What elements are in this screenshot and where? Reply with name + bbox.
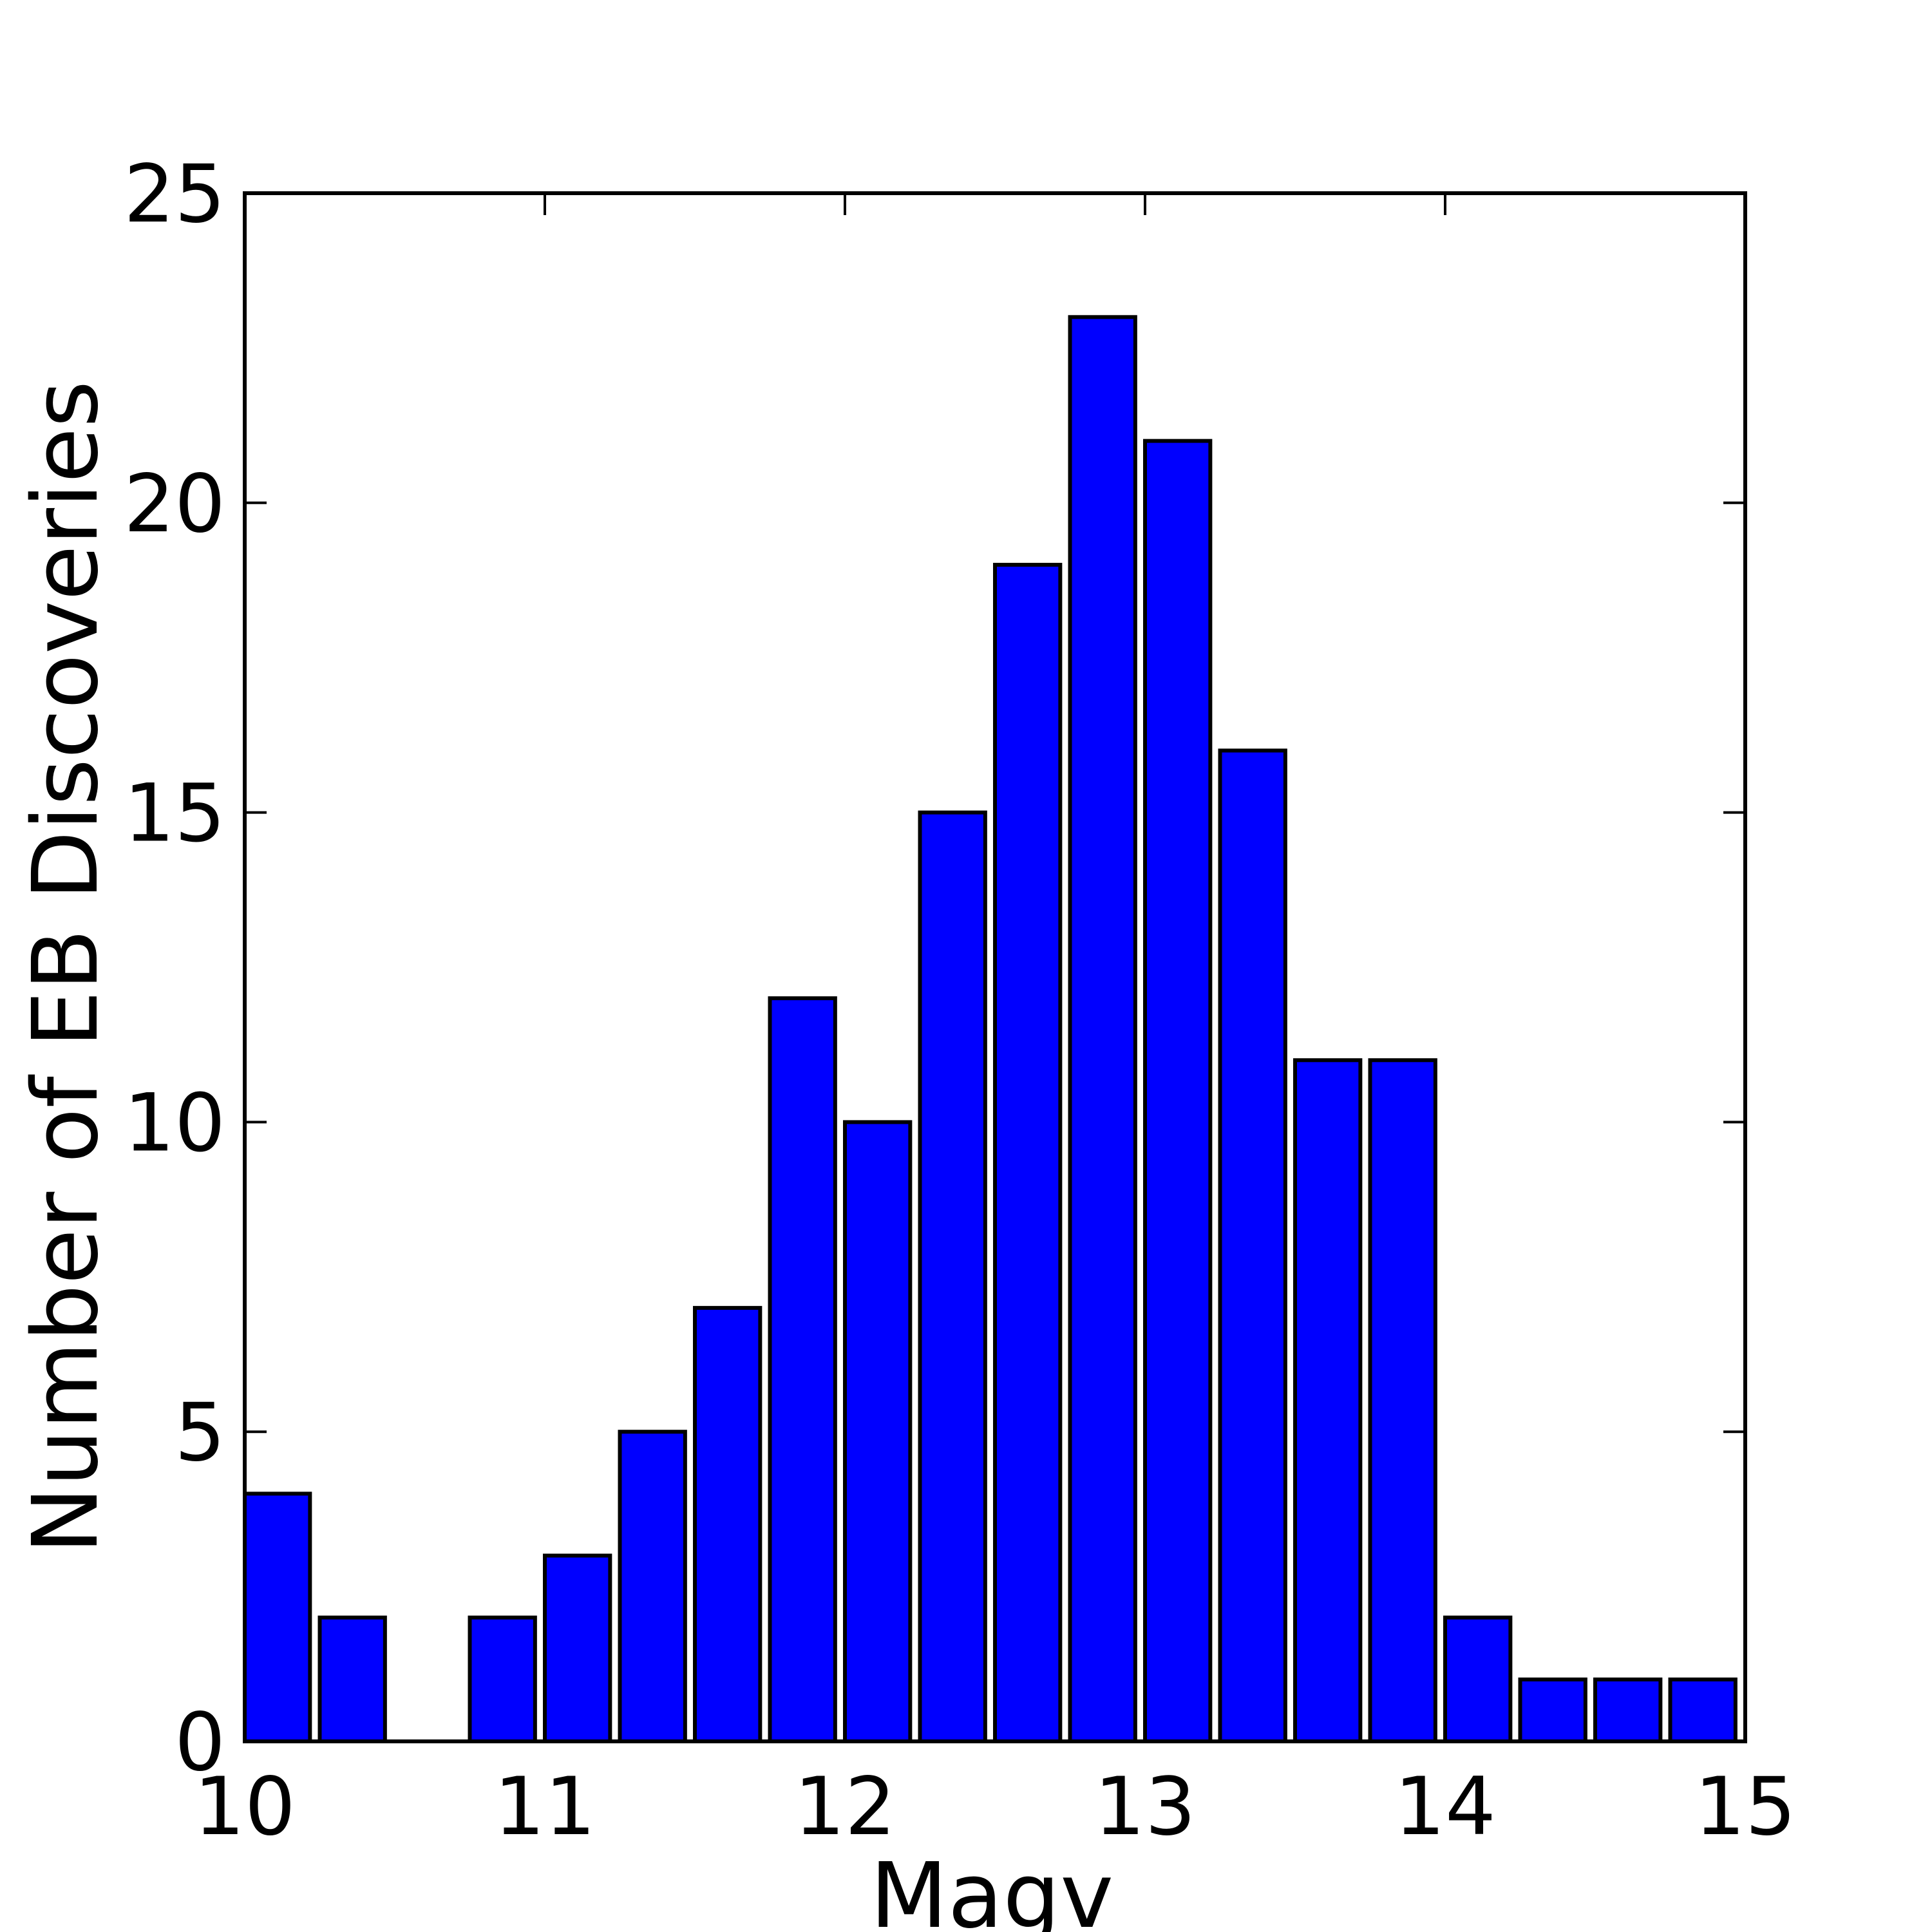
bar: [693, 1305, 762, 1743]
tick-labels: 10 11 12 13 14 15 0 5 10 15 20 25: [124, 148, 1796, 1853]
bar: [768, 996, 837, 1743]
x-tick-label: 12: [794, 1761, 896, 1853]
bar: [317, 1615, 387, 1743]
bar: [843, 1120, 913, 1743]
bar: [1143, 439, 1213, 1743]
bar: [1668, 1677, 1738, 1744]
bar: [1518, 1677, 1587, 1744]
x-tick-label: 14: [1394, 1761, 1496, 1853]
x-tick-label: 11: [494, 1761, 596, 1853]
bar: [618, 1430, 687, 1743]
bar: [243, 1492, 312, 1744]
bar: [993, 562, 1063, 1744]
bar: [918, 810, 987, 1743]
bar: [1293, 1058, 1363, 1743]
x-tick-label: 13: [1094, 1761, 1196, 1853]
bar: [1443, 1615, 1513, 1743]
y-tick-label: 25: [124, 148, 225, 241]
bar: [1218, 748, 1287, 1743]
bar: [468, 1615, 537, 1743]
x-tick-label: 15: [1694, 1761, 1796, 1853]
bar: [1593, 1677, 1663, 1744]
y-tick-label: 20: [124, 458, 225, 551]
plot-frame: [243, 191, 1747, 1743]
y-tick-label: 10: [124, 1077, 225, 1170]
y-tick-label: 5: [175, 1387, 225, 1479]
bar: [543, 1553, 612, 1744]
bars: [243, 315, 1738, 1744]
x-axis-title: Magv: [870, 1844, 1113, 1932]
bar: [1068, 315, 1137, 1743]
y-tick-label: 0: [175, 1696, 225, 1789]
bar: [1368, 1058, 1437, 1743]
y-axis-title: Number of EB Discoveries: [14, 381, 118, 1554]
x-tick-label: 10: [194, 1761, 296, 1853]
y-tick-label: 15: [124, 768, 225, 860]
